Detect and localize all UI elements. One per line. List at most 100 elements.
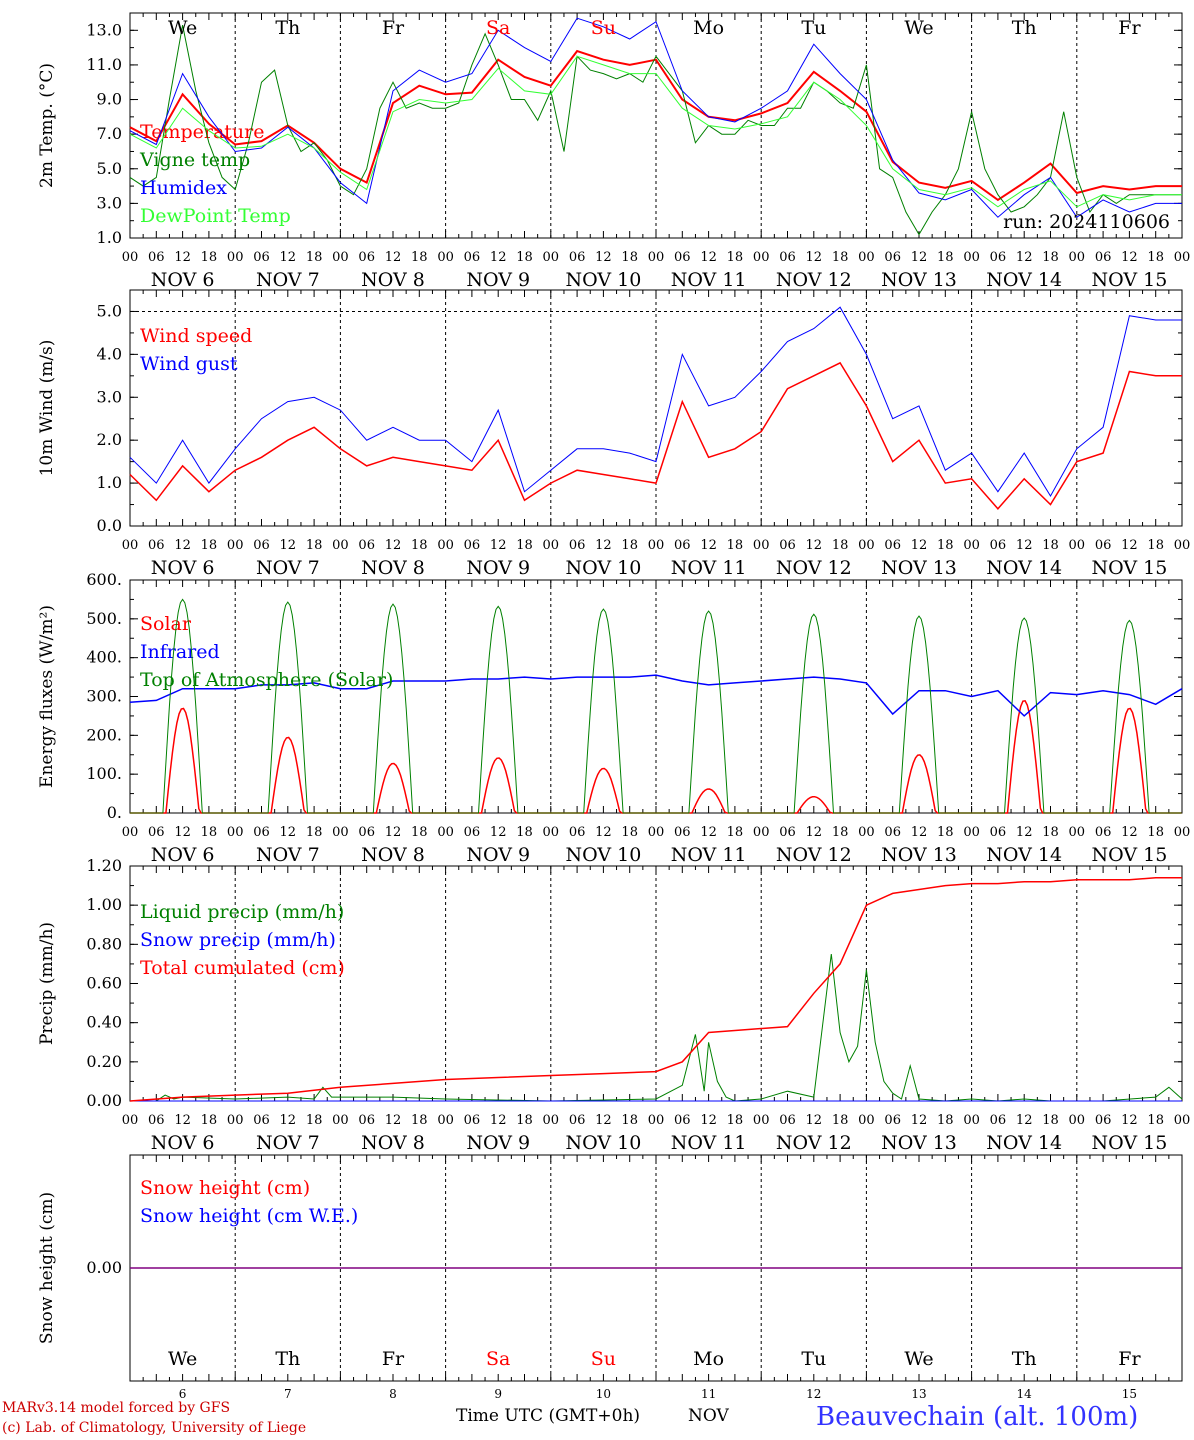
- y-tick-label: 0.40: [86, 1013, 122, 1032]
- x-hour-label: 18: [1147, 250, 1164, 265]
- x-hour-label: 00: [332, 1113, 349, 1128]
- x-hour-label: 12: [700, 825, 717, 840]
- x-hour-label: 00: [1069, 825, 1086, 840]
- x-hour-label: 18: [411, 250, 428, 265]
- weekday-label: Su: [591, 17, 616, 39]
- series-line-liquid-precip-mm-h: [130, 954, 1183, 1102]
- x-hour-label: 18: [201, 1113, 218, 1128]
- run-label: run: 2024110606: [1003, 211, 1170, 233]
- x-date-label: NOV 10: [565, 557, 641, 579]
- x-hour-label: 18: [201, 825, 218, 840]
- x-hour-label: 12: [806, 250, 823, 265]
- x-hour-label: 00: [437, 250, 454, 265]
- y-tick-label: 1.0: [97, 473, 122, 492]
- y-axis-label: Precip (mm/h): [37, 922, 57, 1045]
- series-line-wind-gust: [129, 306, 1182, 497]
- x-hour-label: 00: [1069, 1113, 1086, 1128]
- x-hour-label: 00: [543, 1113, 560, 1128]
- x-hour-label: 06: [779, 538, 796, 553]
- x-date-label: NOV 11: [671, 1132, 747, 1154]
- y-tick-label: 1.0: [97, 228, 122, 247]
- x-hour-label: 00: [332, 250, 349, 265]
- x-date-label: NOV 14: [986, 269, 1062, 291]
- x-hour-label: 12: [490, 250, 507, 265]
- y-tick-label: 500.: [86, 609, 122, 628]
- x-hour-label: 12: [174, 1113, 191, 1128]
- x-hour-label: 06: [464, 250, 481, 265]
- x-hour-label: 12: [1121, 538, 1138, 553]
- x-hour-label: 00: [227, 250, 244, 265]
- x-hour-label: 18: [621, 825, 638, 840]
- series-line-total-cumulated-cm: [129, 877, 1182, 1102]
- y-tick-label: 0.: [107, 803, 122, 822]
- x-hour-label: 06: [569, 1113, 586, 1128]
- x-date-label: NOV 13: [881, 269, 957, 291]
- y-tick-label: 5.0: [97, 159, 122, 178]
- x-hour-label: 00: [122, 1113, 139, 1128]
- x-hour-label: 06: [990, 1113, 1007, 1128]
- x-date-label: NOV 12: [776, 844, 852, 866]
- x-date-label: NOV 12: [776, 1132, 852, 1154]
- legend-entry: Total cumulated (cm): [140, 957, 345, 979]
- x-date-label: NOV 6: [151, 269, 215, 291]
- x-hour-label: 12: [911, 825, 928, 840]
- weekday-label: Sa: [486, 17, 510, 39]
- x-hour-label: 06: [148, 250, 165, 265]
- x-hour-label: 00: [1174, 250, 1191, 265]
- weekday-label: We: [168, 1348, 197, 1370]
- x-date-label: NOV 7: [256, 269, 320, 291]
- weekday-label: Fr: [382, 1348, 405, 1370]
- x-hour-label: 12: [806, 1113, 823, 1128]
- x-date-label: NOV 15: [1091, 1132, 1167, 1154]
- weekday-label: Tu: [801, 17, 826, 39]
- x-hour-label: 12: [700, 250, 717, 265]
- x-hour-label: 00: [227, 1113, 244, 1128]
- x-hour-label: 06: [884, 1113, 901, 1128]
- legend-entry: Infrared: [140, 641, 220, 663]
- x-hour-label: 06: [990, 538, 1007, 553]
- x-date-label: NOV 10: [565, 1132, 641, 1154]
- x-date-label: NOV 12: [776, 557, 852, 579]
- series-line-humidex: [129, 17, 1182, 218]
- panel-snow: 0.00 Snow height (cm) Snow height (cm) Snow…: [37, 1154, 1183, 1401]
- x-date-label: NOV 8: [361, 1132, 425, 1154]
- x-hour-label: 12: [911, 1113, 928, 1128]
- panel-precip: 0.00 0.20 0.40 0.60 0.80 1.00 1.20 Precip (mm/h…: [37, 856, 1190, 1154]
- x-hour-label: 06: [464, 1113, 481, 1128]
- panel-flux: 0. 100. 200. 300. 400. 500. 600. Energy fluxes …: [37, 570, 1190, 866]
- weekday-label: Mo: [693, 17, 724, 39]
- x-hour-label: 12: [280, 538, 297, 553]
- y-tick-label: 2.0: [97, 430, 122, 449]
- x-hour-label: 00: [753, 250, 770, 265]
- x-hour-label: 18: [516, 250, 533, 265]
- x-hour-label: 12: [595, 1113, 612, 1128]
- y-tick-label: 1.00: [86, 895, 122, 914]
- x-date-label: NOV 13: [881, 844, 957, 866]
- x-hour-label: 18: [1147, 1113, 1164, 1128]
- x-hour-label: 00: [1174, 1113, 1191, 1128]
- x-hour-label: 00: [858, 825, 875, 840]
- x-hour-label: 18: [1042, 250, 1059, 265]
- x-hour-label: 00: [753, 825, 770, 840]
- weekday-label: Tu: [801, 1348, 826, 1370]
- x-hour-label: 18: [306, 1113, 323, 1128]
- day-number-label: 12: [806, 1387, 821, 1401]
- x-date-label: NOV 11: [671, 557, 747, 579]
- x-hour-label: 06: [358, 538, 375, 553]
- x-hour-label: 18: [727, 250, 744, 265]
- x-hour-label: 06: [884, 825, 901, 840]
- x-hour-label: 12: [806, 825, 823, 840]
- x-hour-label: 12: [174, 825, 191, 840]
- x-hour-label: 12: [595, 538, 612, 553]
- x-hour-label: 00: [858, 538, 875, 553]
- weekday-label: Th: [1012, 1348, 1037, 1370]
- x-hour-label: 00: [963, 825, 980, 840]
- y-tick-label: 0.0: [97, 516, 122, 535]
- x-hour-label: 12: [280, 250, 297, 265]
- x-hour-label: 18: [516, 1113, 533, 1128]
- legend-entry: Snow height (cm W.E.): [140, 1205, 358, 1227]
- x-hour-label: 12: [174, 250, 191, 265]
- x-hour-label: 06: [253, 825, 270, 840]
- y-tick-label: 300.: [86, 687, 122, 706]
